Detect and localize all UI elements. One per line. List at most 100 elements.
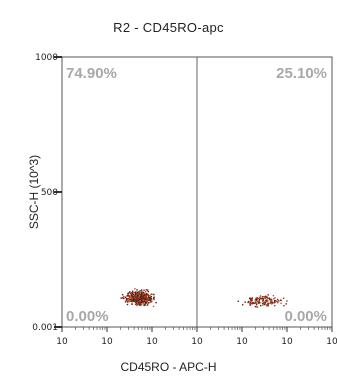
- quadrant-label-upper-right: 25.10%: [276, 65, 327, 82]
- event-dot: [258, 302, 260, 304]
- event-dot: [130, 300, 133, 302]
- event-dot: [149, 294, 151, 297]
- event-dot: [153, 296, 155, 298]
- event-dot: [130, 294, 133, 297]
- event-dot: [255, 304, 258, 306]
- event-dot: [248, 300, 250, 303]
- event-dot: [131, 291, 133, 294]
- event-dot: [142, 301, 145, 303]
- event-dot: [266, 300, 268, 302]
- event-dot: [137, 298, 140, 300]
- event-dot: [138, 297, 140, 300]
- event-dot: [142, 291, 144, 294]
- event-dot: [257, 300, 259, 303]
- quadrant-label-upper-left: 74.90%: [66, 65, 117, 82]
- event-dot: [150, 301, 152, 303]
- event-dot: [126, 303, 129, 306]
- event-dot: [149, 299, 151, 301]
- event-dot: [262, 303, 265, 305]
- y-axis-ticks: 1000 500 0.001: [32, 53, 62, 333]
- event-dots: [120, 288, 288, 308]
- event-dot: [261, 297, 263, 300]
- event-dot: [147, 298, 150, 300]
- event-dot: [127, 292, 129, 294]
- event-dot: [259, 302, 261, 304]
- event-dot: [142, 301, 144, 304]
- event-dot: [122, 296, 124, 299]
- event-dot: [150, 293, 152, 295]
- event-dot: [152, 293, 154, 295]
- event-dot: [125, 300, 127, 302]
- event-dot: [146, 302, 148, 304]
- event-dot: [140, 293, 142, 296]
- event-dot: [271, 302, 273, 304]
- event-dot: [278, 300, 280, 302]
- event-dot: [145, 302, 147, 304]
- event-dot: [250, 300, 252, 302]
- event-dot: [153, 293, 155, 296]
- event-dot: [250, 301, 252, 303]
- event-dot: [267, 302, 269, 305]
- event-dot: [129, 300, 131, 303]
- event-dot: [267, 303, 269, 306]
- event-dot: [151, 300, 153, 303]
- event-dot: [251, 298, 253, 300]
- event-dot: [250, 303, 252, 305]
- event-dot: [134, 303, 137, 306]
- event-dot: [145, 295, 147, 297]
- x-axis-title: CD45RO - APC-H: [120, 360, 217, 374]
- event-dot: [277, 301, 279, 304]
- event-dot: [265, 301, 267, 304]
- event-dot: [124, 301, 127, 303]
- event-dot: [132, 290, 134, 292]
- event-dot: [136, 301, 138, 304]
- event-dot: [140, 297, 142, 299]
- event-dot: [273, 300, 276, 302]
- event-dot: [136, 299, 138, 301]
- event-dot: [264, 296, 266, 298]
- event-dot: [147, 294, 149, 296]
- event-dot: [130, 299, 132, 301]
- event-dot: [146, 289, 149, 292]
- event-dot: [134, 296, 137, 298]
- event-dot: [255, 300, 258, 302]
- event-dot: [130, 295, 132, 297]
- x-tick-label: 10: [281, 337, 293, 347]
- quadrant-label-lower-right: 0.00%: [284, 308, 327, 325]
- event-dot: [254, 301, 256, 303]
- event-dot: [254, 305, 256, 308]
- event-dot: [132, 299, 135, 301]
- event-dot: [148, 295, 150, 297]
- event-dot: [276, 298, 279, 301]
- event-dot: [263, 296, 265, 298]
- event-dot: [134, 292, 137, 295]
- event-dot: [142, 298, 144, 300]
- event-dot: [136, 292, 139, 294]
- event-dot: [249, 298, 252, 301]
- event-dot: [132, 295, 135, 298]
- y-tick-label: 1000: [35, 53, 58, 63]
- event-dot: [134, 298, 137, 301]
- y-axis-title: SSC-H (10^3): [27, 155, 41, 229]
- event-dot: [141, 289, 143, 291]
- event-dot: [132, 297, 134, 299]
- event-dot: [139, 290, 141, 292]
- event-dot: [145, 289, 148, 291]
- event-dot: [137, 300, 139, 302]
- event-dot: [263, 301, 266, 303]
- event-dot: [262, 300, 264, 302]
- event-dot: [258, 299, 260, 302]
- event-dot: [132, 294, 134, 297]
- event-dot: [274, 301, 276, 304]
- event-dot: [136, 295, 139, 297]
- event-dot: [254, 302, 256, 304]
- event-dot: [134, 288, 136, 290]
- event-dot: [130, 292, 132, 295]
- event-dot: [147, 304, 149, 306]
- event-dot: [145, 290, 147, 293]
- event-dot: [266, 300, 269, 303]
- event-dot: [123, 295, 125, 298]
- event-dot: [272, 302, 274, 304]
- event-dot: [283, 305, 285, 307]
- event-dot: [264, 297, 266, 299]
